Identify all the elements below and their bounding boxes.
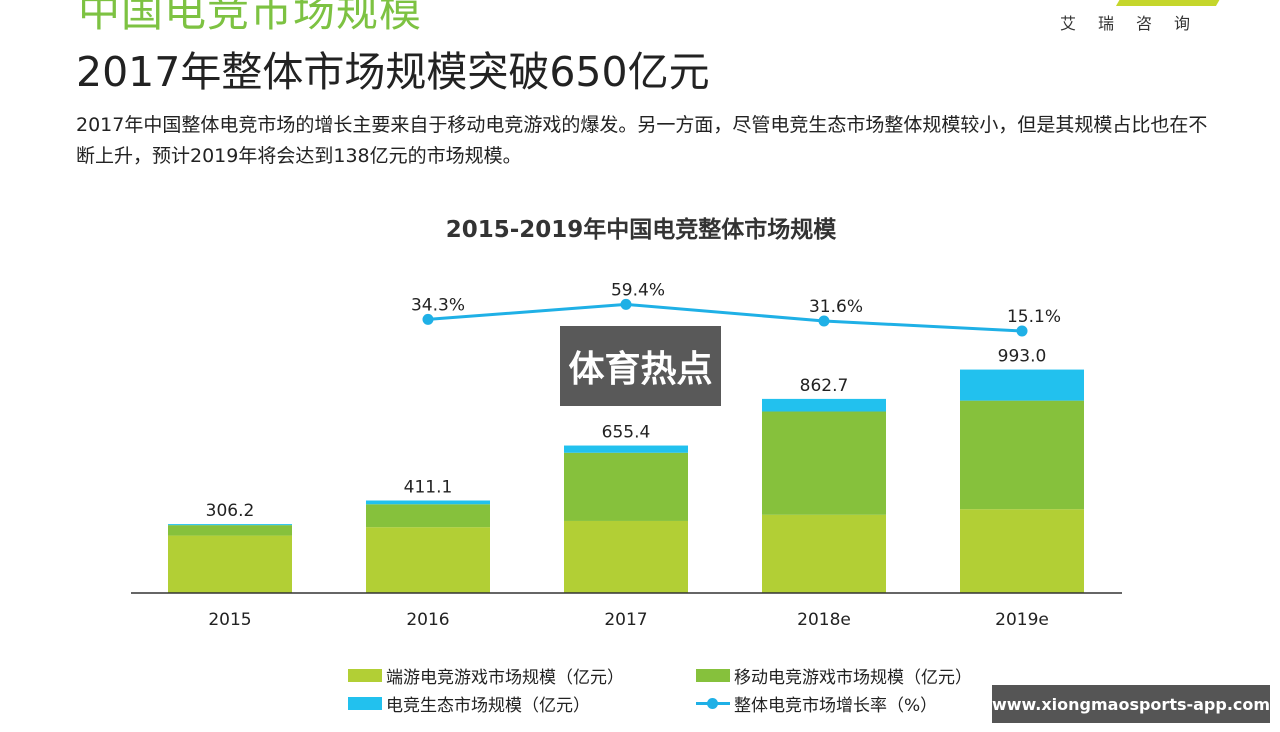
section-title: 中国电竞市场规模	[78, 0, 423, 36]
bar-ecosystem-2017	[564, 445, 688, 453]
url-badge: www.xiongmaosports-app.com	[992, 685, 1270, 723]
legend-swatch-ecosystem	[348, 697, 382, 710]
growth-point-2017	[620, 298, 632, 310]
chart-title: 2015-2019年中国电竞整体市场规模	[446, 216, 838, 243]
bar-mobile-2019e	[960, 400, 1084, 510]
bar-mobile-2016	[366, 504, 490, 528]
legend-swatch-pc	[348, 669, 382, 682]
legend-item-ecosystem: 电竞生态市场规模（亿元）	[348, 691, 590, 716]
total-label-2018e: 862.7	[800, 376, 849, 396]
legend-label-mobile: 移动电竞游戏市场规模（亿元）	[734, 668, 972, 688]
bar-pc-2016	[366, 527, 490, 593]
growth-point-2018e	[818, 315, 830, 327]
growth-label-2019e: 15.1%	[1007, 307, 1061, 327]
total-label-2019e: 993.0	[998, 347, 1047, 367]
legend-item-growth: 整体电竞市场增长率（%）	[696, 691, 937, 716]
growth-point-2019e	[1016, 325, 1028, 337]
bar-mobile-2015	[168, 525, 292, 536]
bar-ecosystem-2019e	[960, 369, 1084, 401]
bar-pc-2015	[168, 535, 292, 593]
growth-label-2017: 59.4%	[611, 280, 665, 300]
growth-label-2018e: 31.6%	[809, 297, 863, 317]
x-tick-label-2017: 2017	[604, 610, 647, 630]
bar-mobile-2017	[564, 452, 688, 521]
bar-pc-2017	[564, 520, 688, 593]
bar-ecosystem-2015	[168, 524, 292, 526]
legend-label-growth: 整体电竞市场增长率（%）	[734, 696, 938, 716]
legend-swatch-mobile	[696, 669, 730, 682]
x-tick-label-2016: 2016	[406, 610, 449, 630]
brand-logo-text: 艾瑞咨询	[1060, 14, 1213, 33]
total-label-2016: 411.1	[404, 478, 453, 498]
x-tick-label-2019e: 2019e	[995, 610, 1049, 630]
bar-pc-2018e	[762, 514, 886, 593]
bar-ecosystem-2018e	[762, 398, 886, 412]
bar-pc-2019e	[960, 509, 1084, 593]
bar-mobile-2018e	[762, 411, 886, 515]
growth-label-2016: 34.3%	[411, 295, 465, 315]
x-tick-label-2018e: 2018e	[797, 610, 851, 630]
page-headline: 2017年整体市场规模突破650亿元	[76, 48, 710, 96]
watermark-label: 体育热点	[560, 326, 721, 406]
bar-ecosystem-2016	[366, 500, 490, 505]
legend-swatch-growth	[696, 697, 730, 710]
description-paragraph: 2017年中国整体电竞市场的增长主要来自于移动电竞游戏的爆发。另一方面，尽管电竞…	[76, 114, 1208, 167]
total-label-2017: 655.4	[602, 423, 651, 443]
growth-point-2016	[422, 313, 434, 325]
growth-rate-line	[427, 302, 1023, 333]
legend-label-pc: 端游电竞游戏市场规模（亿元）	[386, 668, 624, 688]
legend-label-ecosystem: 电竞生态市场规模（亿元）	[386, 696, 590, 716]
total-label-2015: 306.2	[206, 501, 255, 521]
x-tick-label-2015: 2015	[208, 610, 251, 630]
legend-item-mobile: 移动电竞游戏市场规模（亿元）	[696, 663, 972, 688]
legend-item-pc: 端游电竞游戏市场规模（亿元）	[348, 663, 624, 688]
